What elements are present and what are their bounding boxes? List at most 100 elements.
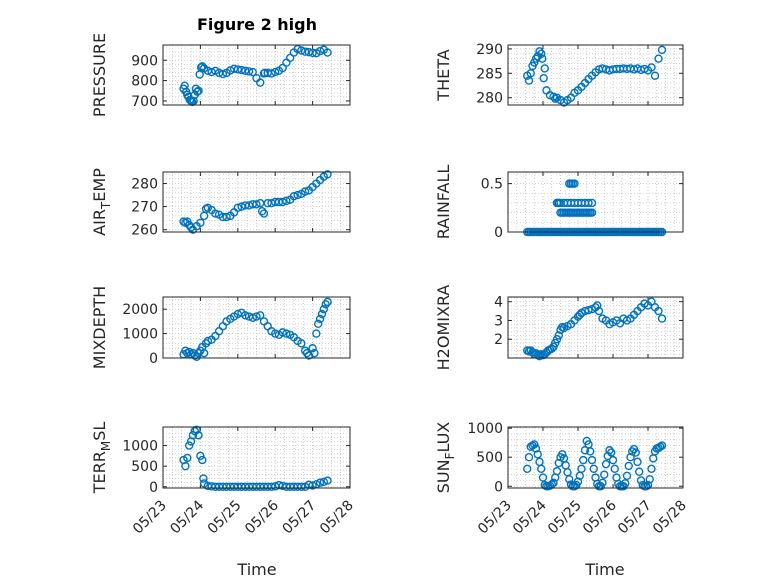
y-axis-label: SUNFLUX <box>434 422 457 494</box>
data-point <box>267 69 276 78</box>
data-point <box>579 455 588 465</box>
data-point <box>282 196 291 206</box>
data-point <box>537 49 546 58</box>
data-point <box>252 200 261 209</box>
data-point <box>237 65 246 75</box>
x-tick-label: 05/24 <box>167 497 207 537</box>
data-point <box>570 179 579 188</box>
axes-box <box>162 44 351 106</box>
data-point <box>259 209 269 218</box>
data-point <box>257 207 267 216</box>
data-point <box>192 425 201 435</box>
data-point <box>186 96 196 106</box>
data-point <box>198 62 207 71</box>
y-tick-label: 700 <box>131 94 158 110</box>
axes-box <box>507 44 684 106</box>
y-axis-label: H2OMIXRA <box>434 285 453 371</box>
y-tick-label: 2000 <box>122 302 158 318</box>
y-tick-label: 260 <box>131 223 158 239</box>
data-point <box>656 442 665 451</box>
data-point <box>593 301 602 310</box>
data-point <box>538 473 548 482</box>
subplot-7: 0 500 1000 TERRMSL <box>90 422 351 496</box>
data-point <box>600 470 609 479</box>
data-point <box>533 450 542 459</box>
y-tick-label: 0 <box>149 351 158 367</box>
data-point <box>199 474 208 483</box>
data-point <box>315 46 325 56</box>
data-point <box>271 67 280 77</box>
data-point <box>539 73 548 83</box>
data-point <box>654 306 663 316</box>
data-point <box>186 223 196 232</box>
axes-box <box>162 296 351 359</box>
subplot-4: 0 0.5 RAINFALL <box>434 165 684 241</box>
x-tick-label: 05/28 <box>650 498 690 538</box>
y-tick-label: 1000 <box>122 439 158 455</box>
data-point <box>256 78 265 87</box>
subplot-6: 2 3 4 H2OMIXRA <box>434 285 684 371</box>
data-point <box>321 300 330 309</box>
x-tick-label: 05/26 <box>580 497 620 537</box>
data-point <box>558 450 567 459</box>
data-point <box>608 455 618 465</box>
data-point <box>589 464 598 474</box>
data-point <box>586 447 595 456</box>
y-axis-label: MIXDEPTH <box>90 286 109 369</box>
data-point <box>628 447 637 456</box>
y-tick-label: 0 <box>494 225 503 241</box>
data-point <box>643 480 653 490</box>
axes-box <box>507 426 684 489</box>
y-tick-label: 800 <box>131 74 158 90</box>
axes-box <box>507 171 684 233</box>
data-point <box>183 348 192 358</box>
data-point <box>607 448 616 457</box>
data-point <box>638 480 647 490</box>
y-tick-label: 1000 <box>122 327 158 343</box>
data-point <box>184 441 194 450</box>
data-point <box>293 44 302 54</box>
x-tick-label: 05/23 <box>130 498 170 538</box>
data-point <box>256 311 265 320</box>
data-point <box>549 478 558 487</box>
data-point <box>554 458 563 468</box>
data-point <box>323 170 332 179</box>
data-point <box>573 477 583 486</box>
data-point <box>278 328 287 337</box>
y-axis-label: THETA <box>434 49 453 101</box>
axes-box <box>162 171 351 233</box>
data-point <box>323 476 332 485</box>
data-point <box>278 197 287 207</box>
data-point <box>584 305 593 315</box>
data-point <box>315 314 325 324</box>
data-point <box>312 329 321 338</box>
data-point <box>297 46 306 55</box>
y-tick-label: 270 <box>131 200 158 216</box>
y-tick-label: 0.5 <box>481 177 503 193</box>
y-tick-label: 280 <box>476 91 503 107</box>
x-tick-label: 05/25 <box>205 498 245 538</box>
data-point <box>300 187 310 196</box>
data-point <box>267 482 276 491</box>
data-point <box>323 297 332 307</box>
data-point <box>211 209 220 218</box>
data-point <box>624 461 633 471</box>
data-point <box>297 339 306 348</box>
data-point <box>244 67 254 76</box>
x-tick-label: 05/23 <box>475 498 515 538</box>
data-point <box>233 65 243 74</box>
data-point <box>587 208 597 217</box>
data-point <box>535 351 544 361</box>
data-point <box>241 311 250 320</box>
y-tick-label: 0 <box>494 479 503 495</box>
data-point <box>185 95 195 105</box>
axes-box <box>162 426 351 489</box>
data-point <box>194 348 203 358</box>
data-point <box>308 48 317 58</box>
x-tick-label: 05/25 <box>545 498 585 538</box>
data-point <box>584 198 593 208</box>
data-point <box>565 475 574 484</box>
data-point <box>622 471 632 480</box>
data-point <box>530 440 539 449</box>
data-point <box>199 348 209 358</box>
